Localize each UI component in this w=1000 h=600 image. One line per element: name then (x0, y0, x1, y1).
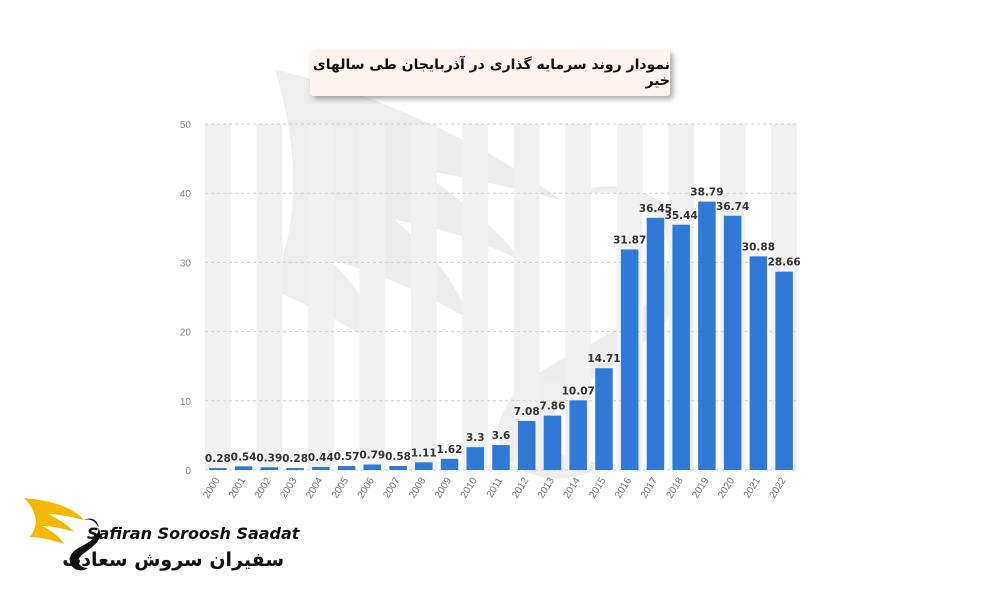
column-band (307, 124, 334, 470)
data-label: 0.44 (308, 452, 334, 464)
x-tick-label: 2019 (690, 475, 711, 500)
bar (260, 467, 279, 470)
chart-title-box: نمودار روند سرمایه گذاری در آذربایجان طی… (310, 50, 670, 96)
x-tick-label: 2008 (407, 475, 428, 500)
x-tick-label: 2009 (433, 475, 454, 500)
x-tick-label: 2004 (304, 475, 325, 500)
bar (517, 421, 536, 470)
x-tick-label: 2010 (459, 475, 480, 500)
y-tick-label: 20 (180, 328, 192, 339)
data-label: 1.11 (411, 447, 437, 459)
y-tick-label: 10 (180, 397, 192, 408)
column-band (462, 124, 489, 470)
bar (415, 462, 433, 470)
data-label: 38.79 (690, 187, 723, 199)
bar (749, 256, 768, 470)
y-tick-label: 40 (180, 189, 192, 200)
bar (286, 468, 304, 470)
y-tick-label: 50 (180, 120, 192, 131)
bars-layer (209, 201, 793, 471)
bar (672, 224, 690, 470)
bar (595, 368, 613, 470)
x-tick-label: 2017 (639, 475, 660, 500)
x-tick-label: 2014 (562, 475, 583, 500)
bar (440, 458, 459, 470)
data-label: 10.07 (562, 385, 595, 397)
data-label: 35.44 (665, 210, 698, 222)
x-tick-label: 2011 (485, 475, 506, 499)
data-label: 0.57 (334, 451, 360, 463)
bar (543, 415, 562, 470)
data-label: 0.58 (385, 451, 411, 463)
data-label: 36.45 (639, 203, 672, 215)
data-label: 1.62 (437, 444, 463, 456)
x-tick-label: 2012 (510, 475, 531, 500)
data-label: 30.88 (742, 241, 775, 253)
bar (337, 466, 356, 470)
data-label: 28.66 (768, 257, 801, 269)
x-tick-label: 2006 (356, 475, 377, 500)
bar (466, 447, 485, 470)
column-band (513, 124, 540, 470)
x-tick-label: 2015 (587, 475, 608, 500)
wing-logo-icon (24, 498, 101, 571)
bar (620, 249, 639, 470)
data-label: 0.28 (282, 453, 308, 465)
data-label: 14.71 (587, 353, 620, 365)
x-tick-label: 2007 (381, 475, 402, 500)
bar (209, 468, 227, 470)
brand-name-english: Safiran Soroosh Saadat (87, 524, 300, 543)
bar (234, 466, 253, 470)
x-tick-label: 2021 (742, 475, 763, 500)
data-label: 0.54 (231, 451, 257, 463)
data-label: 0.79 (359, 450, 385, 462)
column-band (205, 124, 231, 470)
bar (389, 465, 407, 470)
bar (646, 217, 665, 470)
brand-logo: Safiran Soroosh Saadat سفیران سروش سعادت (22, 490, 302, 580)
data-label: 7.86 (540, 401, 566, 413)
data-label: 3.6 (492, 430, 511, 442)
bar (492, 445, 510, 470)
bar (775, 271, 793, 470)
data-label: 7.08 (514, 406, 540, 418)
column-band (410, 124, 437, 470)
chart-title: نمودار روند سرمایه گذاری در آذربایجان طی… (312, 57, 670, 89)
x-tick-label: 2018 (665, 475, 686, 500)
bar (698, 201, 716, 471)
y-tick-label: 0 (185, 466, 191, 477)
data-label: 0.39 (256, 452, 282, 464)
y-tick-label: 30 (180, 258, 192, 269)
x-tick-label: 2016 (613, 475, 634, 500)
column-band (256, 124, 283, 470)
column-band (359, 124, 386, 470)
bar (723, 215, 742, 470)
data-label: 31.87 (613, 234, 646, 246)
x-tick-label: 2013 (536, 475, 557, 500)
x-tick-label: 2022 (768, 475, 789, 500)
data-label: 3.3 (466, 432, 485, 444)
x-tick-label: 2020 (716, 475, 737, 500)
bar (569, 400, 587, 470)
bar (363, 464, 382, 470)
brand-name-persian: سفیران سروش سعادت (62, 549, 284, 571)
data-label: 36.74 (716, 201, 749, 213)
data-label: 0.28 (205, 453, 231, 465)
bar (312, 466, 330, 470)
x-tick-label: 2005 (330, 475, 351, 500)
